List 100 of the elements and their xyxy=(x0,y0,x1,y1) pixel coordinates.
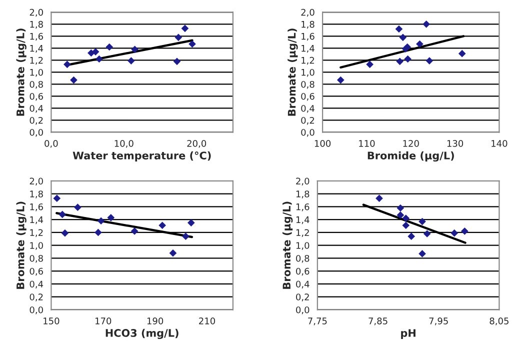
point xyxy=(92,48,100,56)
x-tick-label: 140 xyxy=(492,140,508,147)
y-tick-label: 0,6 xyxy=(296,268,310,276)
y-tick-label: 2,0 xyxy=(30,178,43,186)
point xyxy=(182,232,190,240)
y-axis-title: Bromate (µg/L) xyxy=(16,202,26,289)
point xyxy=(96,55,103,63)
x-tick-label: 7,75 xyxy=(308,318,327,326)
point xyxy=(106,43,114,51)
x-tick-label: 120 xyxy=(403,140,419,147)
y-axis-title: Bromate (µg/L) xyxy=(288,28,298,116)
x-tick-label: 10,0 xyxy=(114,140,134,148)
y-tick-label: 1,2 xyxy=(302,56,314,65)
point xyxy=(58,210,66,218)
y-tick-label: 2,0 xyxy=(296,178,310,186)
point xyxy=(64,60,71,68)
y-tick-label: 1,6 xyxy=(296,203,310,212)
x-tick-label: 210 xyxy=(199,318,216,324)
y-tick-label: 1,6 xyxy=(302,32,314,41)
x-axis-title: HCO3 (mg/L) xyxy=(106,328,178,340)
y-tick-label: 1,2 xyxy=(30,229,43,237)
y-tick-label: 1,4 xyxy=(30,216,44,224)
y-tick-label: 1,6 xyxy=(30,32,43,41)
y-axis-title: Bromate (µg/L) xyxy=(16,28,26,116)
y-tick-label: 1,8 xyxy=(30,190,43,198)
point xyxy=(188,40,196,48)
x-tick-label: 0,0 xyxy=(44,140,58,148)
y-tick-label: 0,6 xyxy=(301,92,314,101)
point xyxy=(395,25,403,33)
y-tick-label: 0,6 xyxy=(30,268,43,276)
y-tick-label: 0,0 xyxy=(296,306,310,314)
y-tick-label: 1,8 xyxy=(296,190,310,198)
point xyxy=(187,219,195,226)
y-tick-label: 1,4 xyxy=(302,45,314,53)
point xyxy=(128,57,135,64)
point xyxy=(396,58,404,66)
point xyxy=(422,20,430,28)
y-tick-label: 1,0 xyxy=(302,68,314,77)
x-tick-label: 190 xyxy=(147,318,164,324)
y-tick-label: 1,2 xyxy=(30,56,43,65)
y-tick-label: 1,6 xyxy=(30,203,43,212)
y-tick-label: 0,0 xyxy=(30,128,43,137)
y-tick-label: 0,0 xyxy=(30,306,43,314)
y-tick-label: 2,0 xyxy=(301,8,314,17)
y-tick-label: 1,8 xyxy=(302,20,314,29)
y-tick-label: 0,4 xyxy=(296,280,310,288)
point xyxy=(70,76,78,84)
point xyxy=(396,204,404,212)
point xyxy=(61,229,69,237)
point xyxy=(404,55,412,63)
x-tick-label: 100 xyxy=(314,140,331,147)
y-tick-label: 0,2 xyxy=(30,294,43,302)
point xyxy=(402,222,410,230)
point xyxy=(53,194,61,202)
y-tick-label: 2,0 xyxy=(30,8,43,17)
y-tick-label: 0,4 xyxy=(30,104,44,113)
y-tick-label: 0,2 xyxy=(296,294,309,302)
x-tick-label: 7,85 xyxy=(368,318,388,326)
point xyxy=(460,228,468,235)
point xyxy=(408,232,416,240)
point xyxy=(426,57,434,64)
y-tick-label: 0,4 xyxy=(30,280,44,288)
x-tick-label: 8,05 xyxy=(490,318,508,326)
y-tick-label: 1,8 xyxy=(30,20,43,29)
point xyxy=(450,229,458,237)
y-tick-label: 1,4 xyxy=(30,45,44,53)
point xyxy=(97,217,105,225)
point xyxy=(416,40,424,48)
point xyxy=(107,214,115,222)
y-tick-label: 1,2 xyxy=(296,229,309,237)
point xyxy=(158,222,166,230)
point xyxy=(399,34,407,42)
point xyxy=(169,249,177,257)
y-tick-label: 1,0 xyxy=(30,242,43,250)
point xyxy=(181,24,189,32)
x-axis-title: Water temperature (°C) xyxy=(72,151,211,162)
x-axis-title: Bromide (µg/L) xyxy=(368,151,454,162)
point xyxy=(423,230,431,238)
y-tick-label: 0,0 xyxy=(301,128,314,137)
point xyxy=(174,34,182,42)
point xyxy=(74,204,82,212)
point xyxy=(130,228,138,235)
x-tick-label: 110 xyxy=(359,140,375,147)
y-tick-label: 1,0 xyxy=(30,68,43,77)
point xyxy=(366,60,374,68)
y-tick-label: 0,8 xyxy=(296,254,310,263)
x-tick-label: 150 xyxy=(44,318,60,324)
point xyxy=(458,50,466,58)
point xyxy=(336,76,344,84)
x-tick-label: 7,95 xyxy=(429,318,448,326)
point xyxy=(396,211,404,219)
x-tick-label: 170 xyxy=(96,318,112,324)
y-tick-label: 0,4 xyxy=(301,104,314,113)
y-tick-label: 0,6 xyxy=(30,92,43,101)
point xyxy=(402,214,410,222)
y-tick-label: 0,8 xyxy=(30,254,43,263)
point xyxy=(418,250,426,258)
y-tick-label: 1,0 xyxy=(296,242,310,250)
y-tick-label: 0,8 xyxy=(30,80,43,89)
point xyxy=(131,46,138,54)
